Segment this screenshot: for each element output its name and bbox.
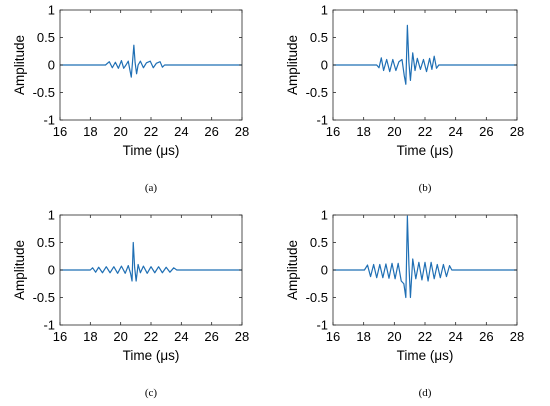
- x-tick-label: 24: [174, 329, 188, 344]
- x-axis-title: Time (μs): [397, 143, 454, 158]
- x-tick-label: 16: [53, 329, 67, 344]
- y-tick-label: -0.5: [33, 290, 55, 305]
- x-tick-label: 20: [113, 329, 127, 344]
- x-tick-label: 22: [418, 329, 432, 344]
- x-tick-label: 26: [479, 124, 493, 139]
- x-tick-label: 24: [448, 124, 462, 139]
- signal-line: [60, 44, 242, 78]
- panel-label: (a): [145, 182, 158, 194]
- x-tick-label: 20: [387, 124, 401, 139]
- y-tick-label: -0.5: [33, 85, 55, 100]
- y-axis-title: Amplitude: [285, 240, 300, 300]
- x-tick-label: 22: [144, 124, 158, 139]
- y-axis-title: Amplitude: [12, 35, 27, 95]
- y-axis-title: Amplitude: [12, 240, 27, 300]
- panel-label: (c): [145, 387, 158, 399]
- y-tick-label: 1: [321, 208, 328, 223]
- x-tick-label: 16: [326, 329, 340, 344]
- y-tick-label: 0.5: [37, 30, 55, 45]
- y-tick-label: -1: [43, 318, 55, 333]
- x-tick-label: 16: [326, 124, 340, 139]
- x-tick-label: 28: [235, 329, 249, 344]
- x-tick-label: 24: [174, 124, 188, 139]
- panel-label: (b): [419, 182, 432, 194]
- chart-panel-4: 16 18 20 22 24 26 28 -1 -0.5 0 0.5 1 Time (μs) Amplit…: [285, 208, 524, 400]
- x-tick-label: 20: [387, 329, 401, 344]
- y-tick-label: 0.5: [310, 30, 328, 45]
- y-tick-label: 1: [321, 3, 328, 18]
- y-tick-label: 0.5: [37, 235, 55, 250]
- y-tick-label: 1: [48, 208, 55, 223]
- y-tick-label: -1: [316, 113, 328, 128]
- y-tick-label: -0.5: [306, 290, 328, 305]
- signal-line: [333, 24, 517, 85]
- x-tick-label: 28: [235, 124, 249, 139]
- chart-panel-1: 16 18 20 22 24 26 28 -1 -0.5 0 0.5 1 Time (μs) Amplit…: [12, 3, 249, 195]
- y-tick-label: 0.5: [310, 235, 328, 250]
- panel-label: (d): [419, 387, 432, 399]
- y-tick-label: -1: [316, 318, 328, 333]
- x-tick-label: 18: [83, 329, 97, 344]
- y-tick-label: 0: [48, 58, 55, 73]
- x-axis-title: Time (μs): [123, 348, 180, 363]
- y-tick-label: 0: [48, 263, 55, 278]
- y-tick-label: -0.5: [306, 85, 328, 100]
- signal-line: [333, 215, 517, 299]
- x-tick-label: 26: [204, 329, 218, 344]
- x-tick-label: 18: [83, 124, 97, 139]
- signal-line: [60, 241, 242, 282]
- x-tick-label: 22: [144, 329, 158, 344]
- chart-panel-3: 16 18 20 22 24 26 28 -1 -0.5 0 0.5 1 Time (μs) Amplit…: [12, 208, 249, 400]
- y-tick-label: 1: [48, 3, 55, 18]
- chart-panel-2: 16 18 20 22 24 26 28 -1 -0.5 0 0.5 1 Time (μs) Amplit…: [285, 3, 524, 195]
- y-axis-title: Amplitude: [285, 35, 300, 95]
- x-tick-label: 16: [53, 124, 67, 139]
- x-tick-label: 18: [356, 124, 370, 139]
- y-tick-label: 0: [321, 263, 328, 278]
- y-tick-label: 0: [321, 58, 328, 73]
- y-tick-label: -1: [43, 113, 55, 128]
- x-tick-label: 20: [113, 124, 127, 139]
- x-tick-label: 26: [479, 329, 493, 344]
- x-tick-label: 26: [204, 124, 218, 139]
- x-tick-label: 28: [510, 124, 524, 139]
- x-tick-label: 28: [510, 329, 524, 344]
- x-axis-title: Time (μs): [123, 143, 180, 158]
- x-tick-label: 18: [356, 329, 370, 344]
- x-axis-title: Time (μs): [397, 348, 454, 363]
- x-tick-label: 22: [418, 124, 432, 139]
- x-tick-label: 24: [448, 329, 462, 344]
